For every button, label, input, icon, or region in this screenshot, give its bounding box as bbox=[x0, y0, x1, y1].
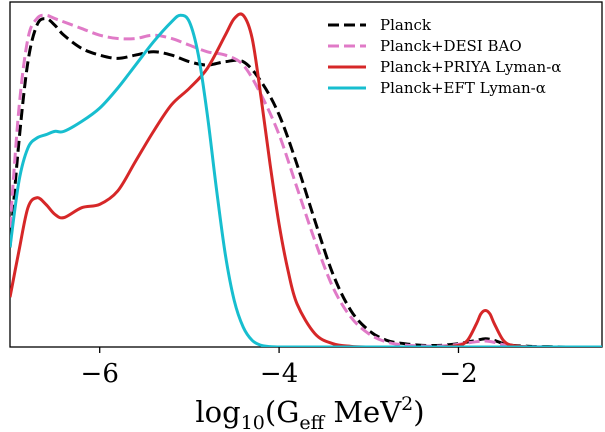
series-line-2 bbox=[10, 13, 602, 347]
series-layer bbox=[10, 12, 602, 347]
series-line-4 bbox=[10, 13, 602, 347]
x-tick-label: −6 bbox=[81, 359, 119, 389]
legend-label: Planck bbox=[380, 16, 432, 34]
x-tick-label: −2 bbox=[439, 359, 477, 389]
legend: Planck Planck+DESI BAO Planck+PRIYA Lyman-… bbox=[328, 16, 561, 97]
series-line-3 bbox=[10, 12, 602, 347]
x-axis-label: log10(Geff MeV2) bbox=[195, 393, 424, 432]
x-ticks: −6 −4 −2 bbox=[81, 347, 478, 389]
legend-label: Planck+DESI BAO bbox=[380, 37, 522, 55]
legend-label: Planck+PRIYA Lyman-α bbox=[380, 58, 561, 76]
series-line-1 bbox=[10, 17, 602, 347]
legend-label: Planck+EFT Lyman-α bbox=[380, 79, 546, 97]
x-tick-label: −4 bbox=[260, 359, 298, 389]
